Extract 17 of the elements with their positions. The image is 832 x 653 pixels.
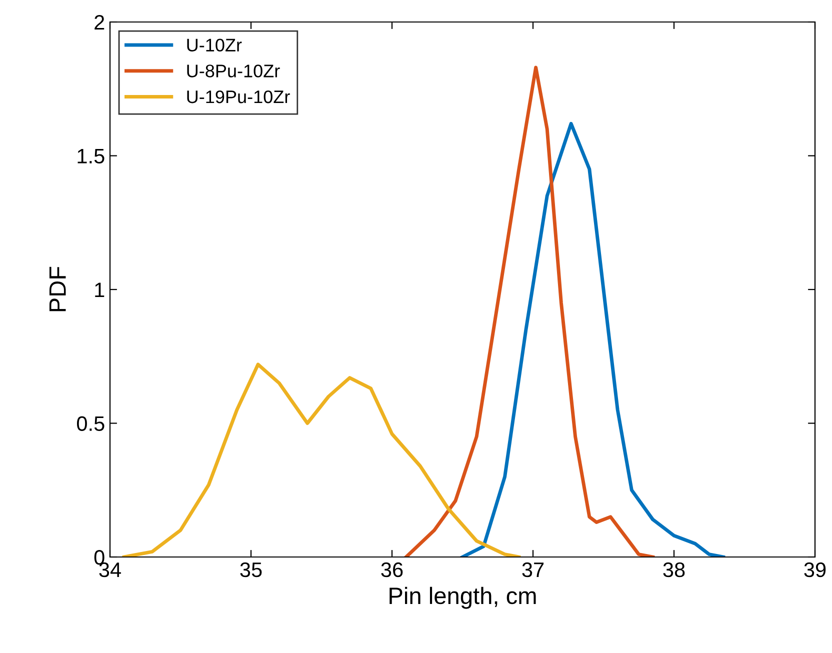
y-tick-label: 1	[95, 282, 104, 298]
line-series	[122, 362, 521, 557]
y-tick-label: 1.5	[78, 148, 104, 164]
legend-label: U-10Zr	[187, 38, 242, 52]
line-series	[460, 122, 726, 557]
x-tick-label: 39	[804, 562, 826, 578]
x-axis-title: Pin length, cm	[390, 586, 536, 609]
x-tick-label: 36	[381, 562, 403, 578]
y-tick-label: 0.5	[76, 416, 104, 432]
x-tick-label: 38	[663, 562, 685, 578]
x-tick-label: 35	[240, 562, 262, 578]
x-tick-label: 37	[522, 562, 544, 578]
y-axis-title: PDF	[49, 266, 66, 312]
y-tick-label: 2	[94, 15, 104, 30]
legend-label: U-19Pu-10Zr	[187, 90, 290, 104]
line-series	[404, 66, 655, 557]
legend-label: U-8Pu-10Zr	[187, 64, 280, 78]
